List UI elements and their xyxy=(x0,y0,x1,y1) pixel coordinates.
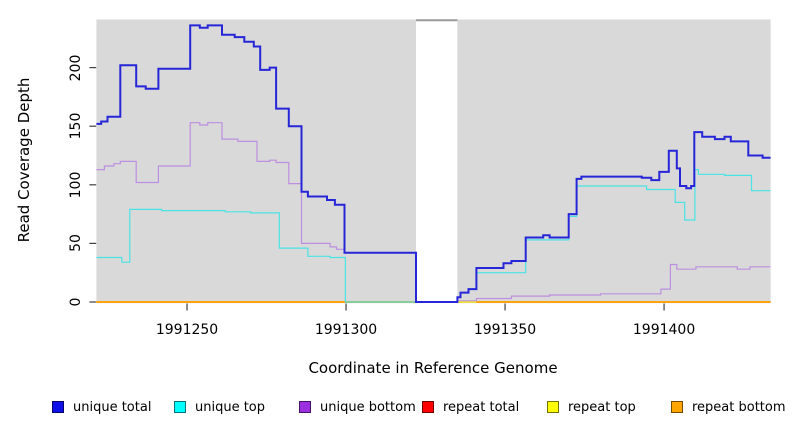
legend-item-unique-top: unique top xyxy=(174,399,265,415)
x-tick-label: 1991250 xyxy=(155,322,219,338)
legend-swatch-icon xyxy=(547,401,559,413)
legend-swatch-icon xyxy=(422,401,434,413)
y-tick-label: 150 xyxy=(68,112,84,140)
legend-label: repeat bottom xyxy=(692,399,786,415)
legend-swatch-icon xyxy=(671,401,683,413)
legend-label: unique top xyxy=(195,399,266,415)
y-tick-label: 50 xyxy=(68,234,84,253)
legend-swatch-icon xyxy=(299,401,311,413)
plot-background-blocks xyxy=(96,19,771,304)
legend-swatch-icon xyxy=(174,401,186,413)
y-axis-title: Read Coverage Depth xyxy=(15,77,33,243)
plot-bg-block-2 xyxy=(457,19,771,304)
plot-bg-block-1 xyxy=(96,19,417,304)
legend-label: repeat total xyxy=(443,399,520,415)
legend-label: unique bottom xyxy=(320,399,416,415)
legend-item-repeat-total: repeat total xyxy=(422,399,519,415)
legend-item-unique-bottom: unique bottom xyxy=(299,399,416,415)
y-tick-label: 200 xyxy=(68,54,84,81)
legend-label: unique total xyxy=(73,399,152,415)
legend-item-unique-total: unique total xyxy=(52,399,151,415)
x-tick-label: 1991400 xyxy=(632,322,696,338)
x-tick-label: 1991350 xyxy=(473,322,537,338)
legend-item-repeat-bottom: repeat bottom xyxy=(671,399,786,415)
legend-label: repeat top xyxy=(568,399,636,415)
legend-item-repeat-top: repeat top xyxy=(547,399,636,415)
x-axis-title: Coordinate in Reference Genome xyxy=(308,359,558,377)
legend-swatch-icon xyxy=(52,401,64,413)
x-tick-label: 1991300 xyxy=(314,322,378,338)
axis-ticks xyxy=(89,66,665,311)
y-tick-label: 100 xyxy=(68,171,84,199)
series-line-unique-total xyxy=(96,24,771,303)
series-lines xyxy=(96,24,771,303)
y-tick-label: 0 xyxy=(68,297,84,307)
series-line-unique-bottom xyxy=(96,122,771,303)
